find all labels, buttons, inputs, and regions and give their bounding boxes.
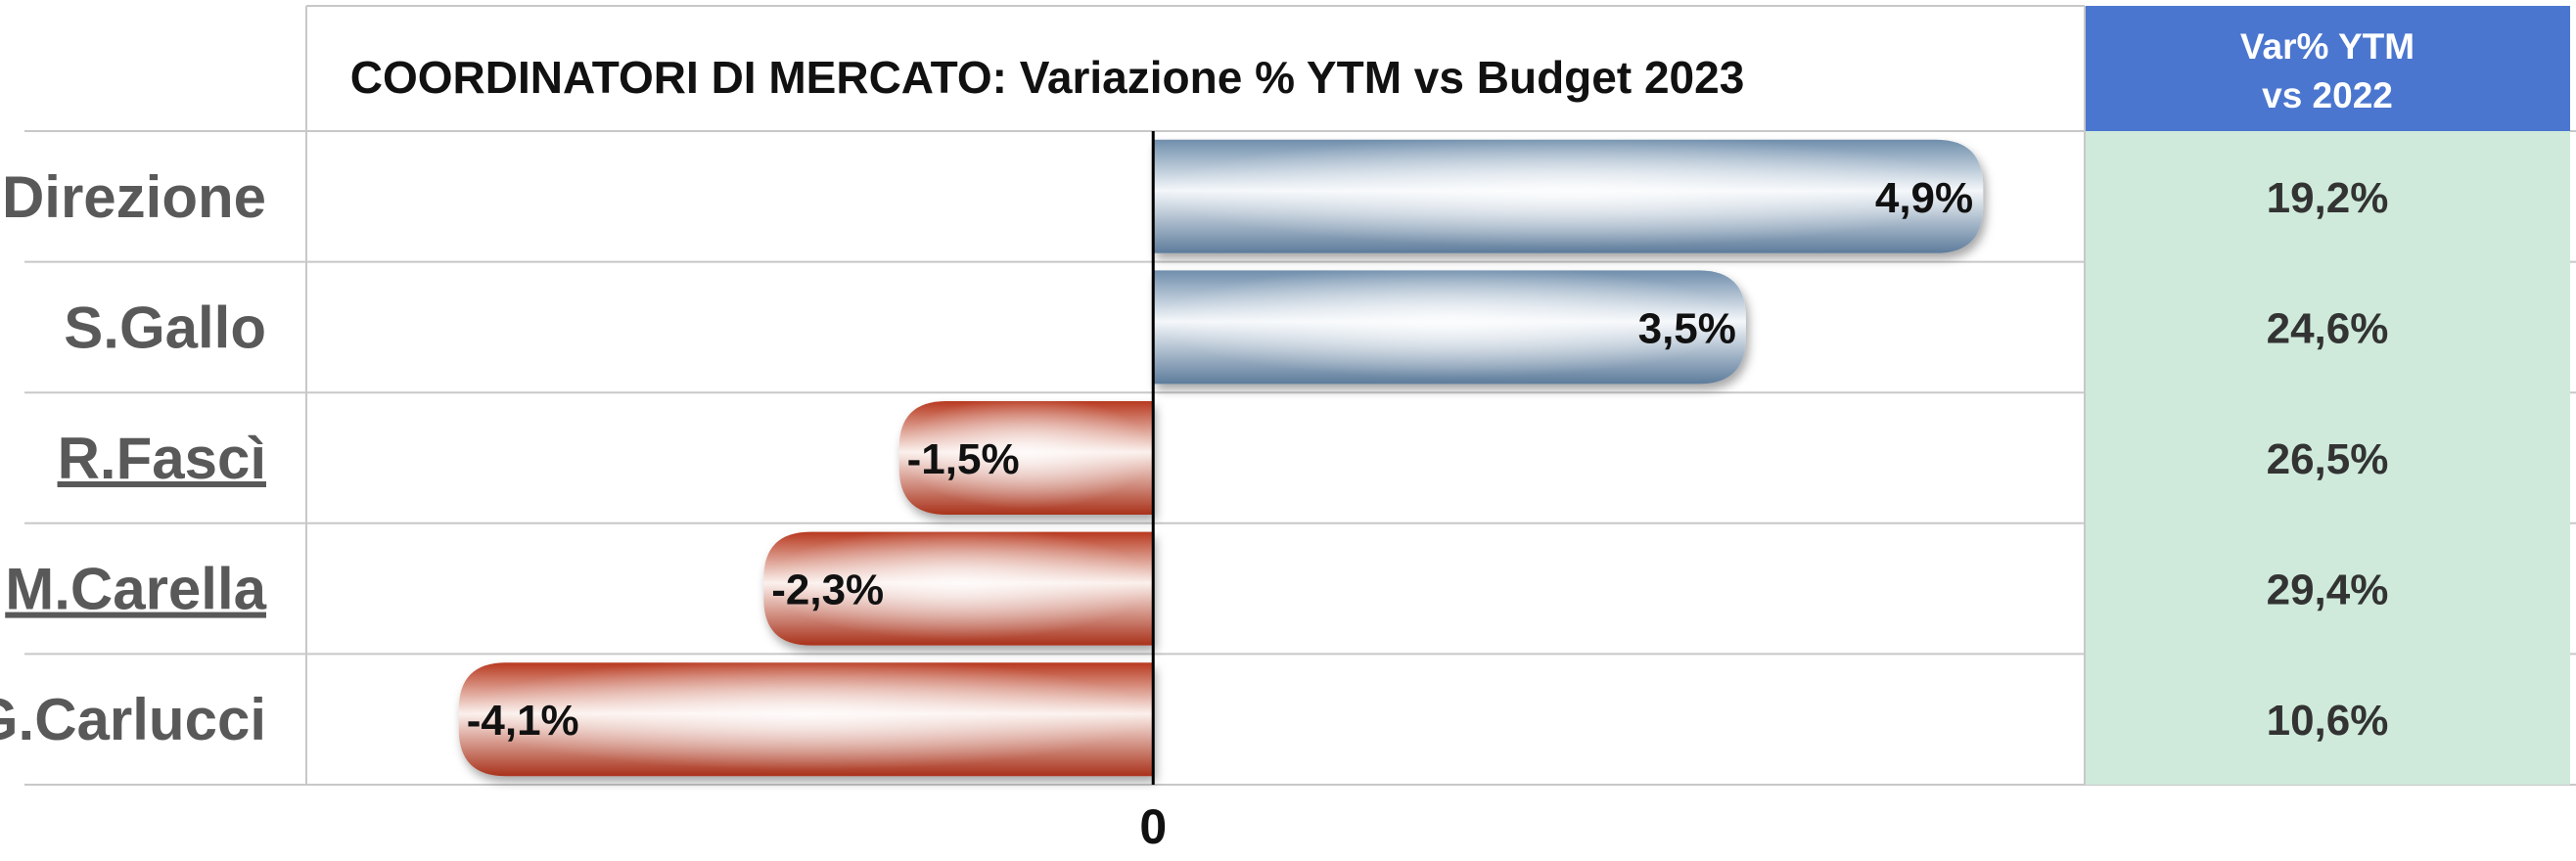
category-labels: Direzione S.Gallo R.Fascì M.Carella G.Carluc… bbox=[0, 164, 267, 752]
side-value: 10,6% bbox=[2267, 697, 2389, 745]
data-labels: 4,9% 3,5% -1,5% -2,3% -4,1% bbox=[467, 174, 1973, 745]
data-label: -2,3% bbox=[771, 566, 884, 614]
side-value: 19,2% bbox=[2267, 174, 2389, 222]
bar-highlight bbox=[898, 401, 1154, 515]
data-label: 3,5% bbox=[1638, 304, 1736, 352]
side-value: 24,6% bbox=[2267, 304, 2389, 352]
data-label: 4,9% bbox=[1875, 174, 1973, 222]
data-label: -4,1% bbox=[467, 697, 579, 745]
side-value: 26,5% bbox=[2267, 435, 2389, 483]
category-label: S.Gallo bbox=[64, 295, 266, 360]
bar-negative bbox=[898, 401, 1154, 515]
category-label: Direzione bbox=[2, 164, 266, 230]
bar-highlight bbox=[1153, 139, 1984, 253]
side-column-cells bbox=[2085, 131, 2570, 785]
side-column: Var% YTM vs 2022 bbox=[2084, 6, 2570, 785]
bars bbox=[458, 139, 1984, 777]
side-column-header bbox=[2085, 6, 2570, 131]
bar-highlight bbox=[1153, 270, 1746, 385]
bar-positive bbox=[1153, 139, 1984, 253]
bar-highlight bbox=[763, 531, 1154, 646]
bar-positive bbox=[1153, 270, 1746, 385]
side-header-line1: Var% YTM bbox=[2240, 26, 2415, 67]
side-value: 29,4% bbox=[2267, 566, 2389, 614]
bar-negative bbox=[763, 531, 1154, 646]
zero-tick-label: 0 bbox=[1139, 799, 1167, 854]
category-label: M.Carella bbox=[5, 557, 266, 622]
category-label: R.Fascì bbox=[58, 426, 266, 491]
data-label: -1,5% bbox=[907, 435, 1020, 483]
bar-negative bbox=[458, 662, 1154, 777]
side-values: 19,2% 24,6% 26,5% 29,4% 10,6% bbox=[2267, 174, 2389, 745]
category-label: G.Carlucci bbox=[0, 687, 266, 752]
side-header-line2: vs 2022 bbox=[2262, 75, 2393, 115]
bar-highlight bbox=[458, 662, 1154, 777]
chart-title: COORDINATORI DI MERCATO: Variazione % YT… bbox=[350, 52, 1745, 103]
